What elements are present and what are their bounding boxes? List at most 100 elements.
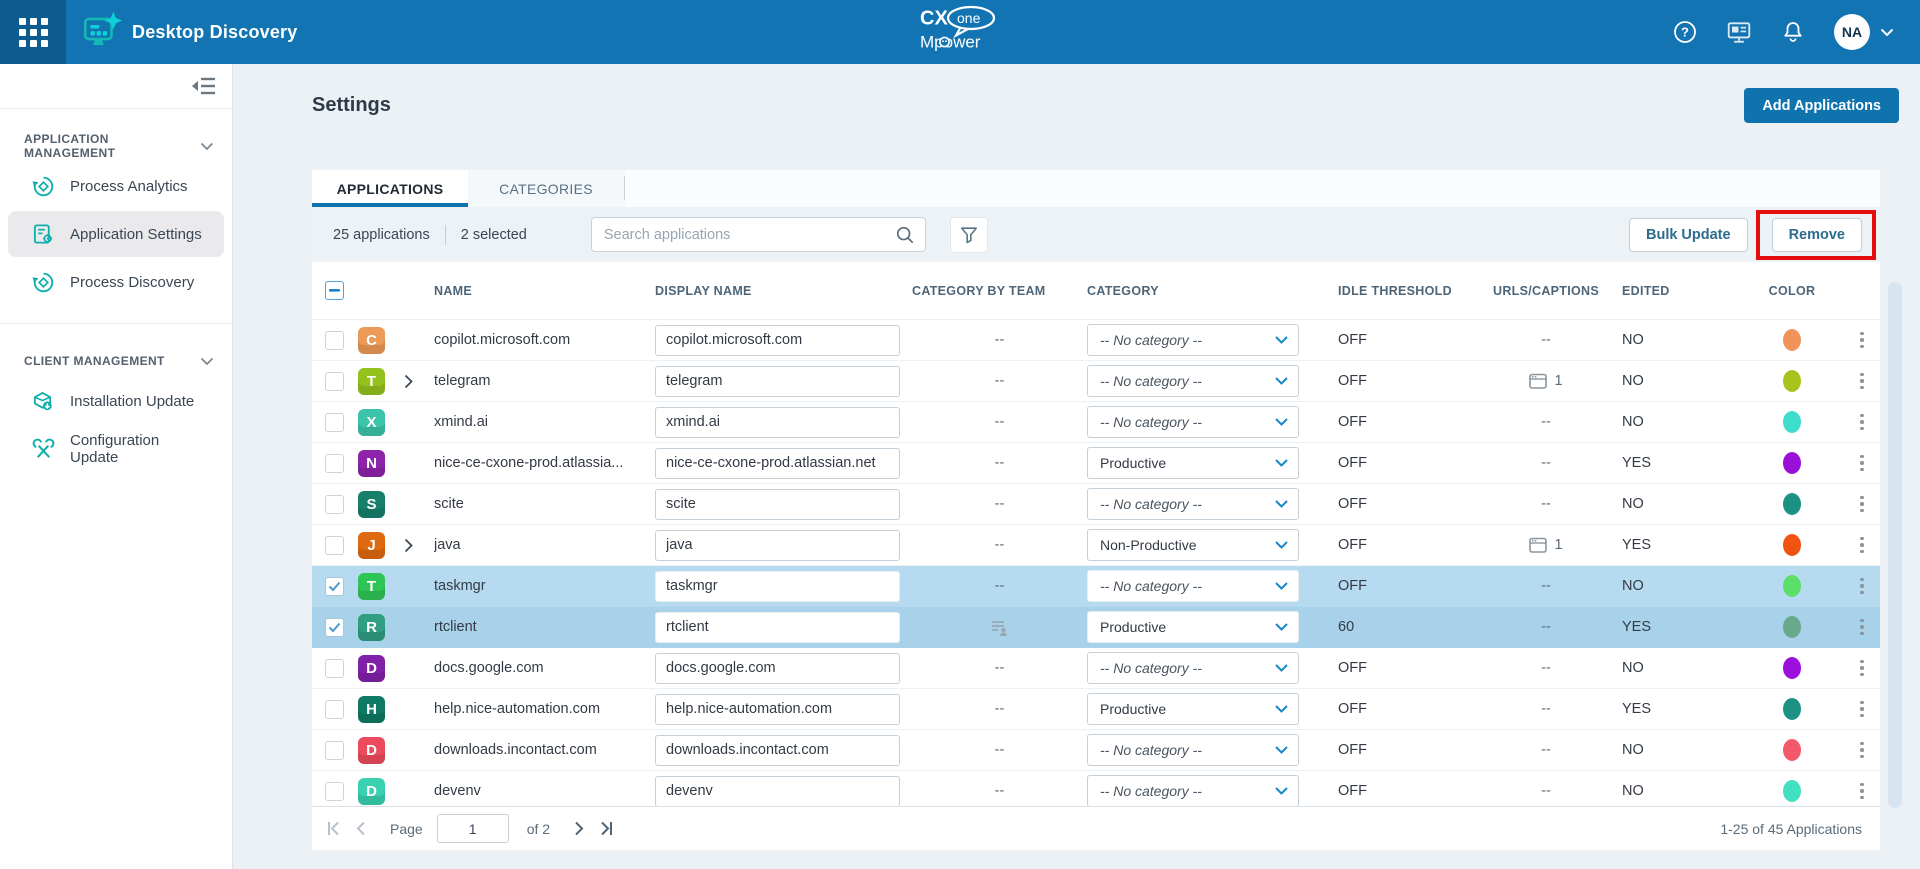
- search-input[interactable]: [603, 226, 895, 243]
- display-name-input[interactable]: [655, 447, 900, 479]
- first-page-button[interactable]: [322, 816, 348, 842]
- select-all-checkbox[interactable]: [325, 281, 344, 300]
- column-idle-threshold[interactable]: IDLE THRESHOLD: [1338, 283, 1452, 298]
- row-checkbox[interactable]: [325, 494, 344, 514]
- table-row[interactable]: D downloads.incontact.com -- -- No categ…: [312, 730, 1880, 771]
- table-row[interactable]: C copilot.microsoft.com -- -- No categor…: [312, 320, 1880, 361]
- previous-page-button[interactable]: [348, 816, 374, 842]
- display-name-input[interactable]: [655, 693, 900, 725]
- row-checkbox[interactable]: [325, 453, 344, 473]
- row-checkbox[interactable]: [325, 330, 344, 350]
- category-select[interactable]: Productive: [1087, 611, 1299, 643]
- row-menu-button[interactable]: [1844, 454, 1880, 472]
- expand-row-icon[interactable]: [404, 374, 413, 389]
- user-menu[interactable]: NA: [1834, 14, 1894, 50]
- category-select[interactable]: -- No category --: [1087, 406, 1299, 438]
- last-page-button[interactable]: [592, 816, 618, 842]
- table-row[interactable]: S scite -- -- No category --: [312, 484, 1880, 525]
- sidebar-item-configuration-update[interactable]: Configuration Update: [8, 426, 224, 472]
- color-dot[interactable]: [1783, 534, 1801, 556]
- table-row[interactable]: T telegram -- -- No category --: [312, 361, 1880, 402]
- column-urls-captions[interactable]: URLS/CAPTIONS: [1493, 283, 1599, 298]
- remove-button[interactable]: Remove: [1771, 217, 1862, 252]
- row-menu-button[interactable]: [1844, 577, 1880, 595]
- color-dot[interactable]: [1783, 329, 1801, 351]
- column-name[interactable]: NAME: [434, 283, 473, 298]
- row-menu-button[interactable]: [1844, 782, 1880, 800]
- display-name-input[interactable]: [655, 529, 900, 561]
- sidebar-item-installation-update[interactable]: Installation Update: [8, 378, 224, 424]
- color-dot[interactable]: [1783, 616, 1801, 638]
- table-row[interactable]: R rtclient Productive: [312, 607, 1880, 648]
- color-dot[interactable]: [1783, 411, 1801, 433]
- notifications-button[interactable]: [1780, 19, 1806, 45]
- category-select[interactable]: -- No category --: [1087, 324, 1299, 356]
- column-edited[interactable]: EDITED: [1622, 283, 1670, 298]
- table-row[interactable]: H help.nice-automation.com -- Productive: [312, 689, 1880, 730]
- expand-row-icon[interactable]: [404, 538, 413, 553]
- column-category[interactable]: CATEGORY: [1087, 283, 1159, 298]
- next-page-button[interactable]: [566, 816, 592, 842]
- column-category-by-team[interactable]: CATEGORY BY TEAM: [912, 283, 1046, 298]
- bulk-update-button[interactable]: Bulk Update: [1628, 217, 1748, 252]
- display-name-input[interactable]: [655, 570, 900, 602]
- sidebar-item-process-analytics[interactable]: Process Analytics: [8, 163, 224, 209]
- display-name-input[interactable]: [655, 365, 900, 397]
- sidebar-item-application-settings[interactable]: Application Settings: [8, 211, 224, 257]
- help-button[interactable]: ?: [1672, 19, 1698, 45]
- column-display-name[interactable]: DISPLAY NAME: [655, 283, 752, 298]
- filter-button[interactable]: [949, 216, 988, 253]
- category-select[interactable]: -- No category --: [1087, 365, 1299, 397]
- add-applications-button[interactable]: Add Applications: [1744, 88, 1899, 123]
- color-dot[interactable]: [1783, 493, 1801, 515]
- table-row[interactable]: N nice-ce-cxone-prod.atlassia... -- Prod…: [312, 443, 1880, 484]
- display-name-input[interactable]: [655, 611, 900, 643]
- category-select[interactable]: -- No category --: [1087, 652, 1299, 684]
- row-menu-button[interactable]: [1844, 495, 1880, 513]
- section-application-management[interactable]: APPLICATION MANAGEMENT: [0, 131, 232, 161]
- tab-applications[interactable]: APPLICATIONS: [312, 170, 468, 207]
- captions-icon[interactable]: [1529, 373, 1548, 390]
- color-dot[interactable]: [1783, 575, 1801, 597]
- category-select[interactable]: Productive: [1087, 693, 1299, 725]
- display-name-input[interactable]: [655, 488, 900, 520]
- color-dot[interactable]: [1783, 698, 1801, 720]
- display-name-input[interactable]: [655, 734, 900, 766]
- row-checkbox[interactable]: [325, 576, 344, 596]
- vertical-scrollbar[interactable]: [1888, 282, 1902, 808]
- row-checkbox[interactable]: [325, 535, 344, 555]
- row-menu-button[interactable]: [1844, 536, 1880, 554]
- category-select[interactable]: -- No category --: [1087, 570, 1299, 602]
- search-icon[interactable]: [895, 225, 915, 245]
- row-menu-button[interactable]: [1844, 372, 1880, 390]
- row-checkbox[interactable]: [325, 740, 344, 760]
- color-dot[interactable]: [1783, 657, 1801, 679]
- row-checkbox[interactable]: [325, 699, 344, 719]
- row-checkbox[interactable]: [325, 617, 344, 637]
- captions-icon[interactable]: [1529, 537, 1548, 554]
- row-checkbox[interactable]: [325, 658, 344, 678]
- tab-categories[interactable]: CATEGORIES: [499, 180, 593, 197]
- collapse-sidebar-button[interactable]: [192, 75, 216, 97]
- display-name-input[interactable]: [655, 652, 900, 684]
- category-select[interactable]: Productive: [1087, 447, 1299, 479]
- section-client-management[interactable]: CLIENT MANAGEMENT: [0, 346, 232, 376]
- color-dot[interactable]: [1783, 739, 1801, 761]
- category-select[interactable]: -- No category --: [1087, 775, 1299, 806]
- category-select[interactable]: -- No category --: [1087, 488, 1299, 520]
- display-name-input[interactable]: [655, 406, 900, 438]
- row-checkbox[interactable]: [325, 412, 344, 432]
- table-row[interactable]: T taskmgr -- -- No category --: [312, 566, 1880, 607]
- table-row[interactable]: D docs.google.com -- -- No category --: [312, 648, 1880, 689]
- announcements-button[interactable]: [1726, 19, 1752, 45]
- row-menu-button[interactable]: [1844, 659, 1880, 677]
- display-name-input[interactable]: [655, 775, 900, 806]
- row-menu-button[interactable]: [1844, 700, 1880, 718]
- table-row[interactable]: D devenv -- -- No category --: [312, 771, 1880, 806]
- page-number-input[interactable]: [436, 814, 509, 843]
- row-menu-button[interactable]: [1844, 331, 1880, 349]
- row-checkbox[interactable]: [325, 781, 344, 801]
- column-color[interactable]: COLOR: [1768, 283, 1816, 298]
- color-dot[interactable]: [1783, 780, 1801, 802]
- row-menu-button[interactable]: [1844, 618, 1880, 636]
